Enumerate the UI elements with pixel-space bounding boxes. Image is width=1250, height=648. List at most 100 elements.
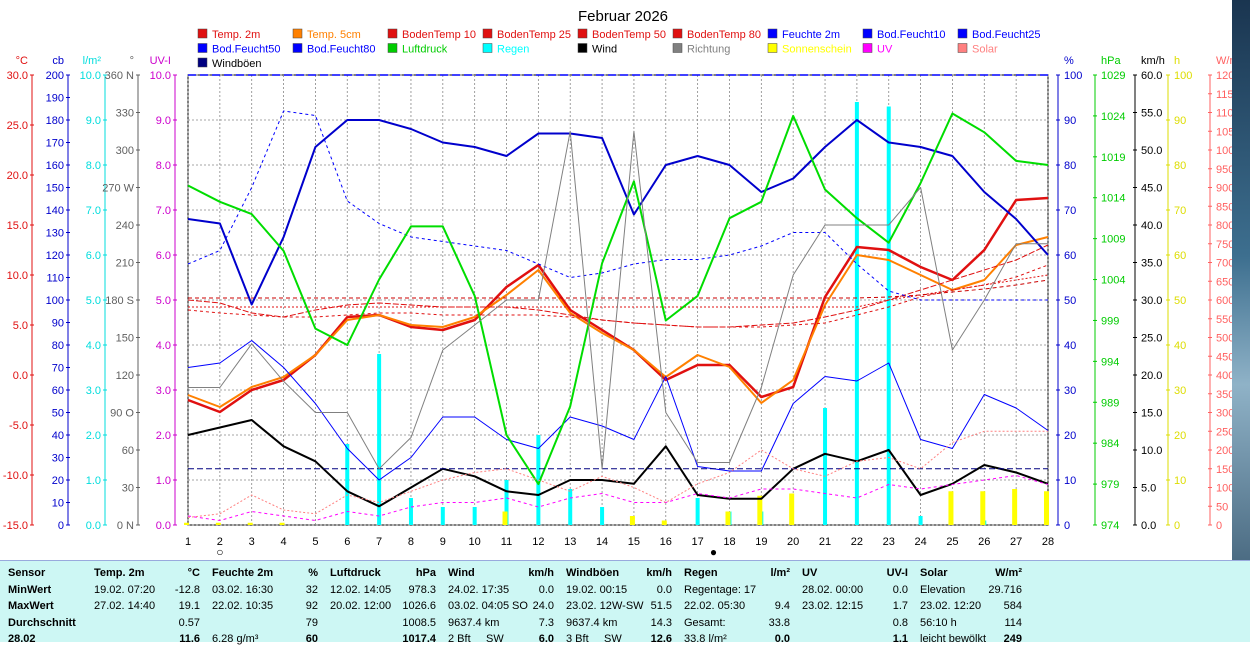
stats-regen-total-label: Gesamt:: [684, 616, 726, 629]
stats-label-max: MaxWert: [8, 600, 54, 612]
axis-tick-label: 25.0: [7, 120, 28, 132]
axis-tick-label: 120: [46, 250, 64, 262]
legend-swatch: [292, 28, 303, 39]
axis-tick-label: 5.0: [1141, 483, 1156, 495]
axis-tick-label: 150: [46, 183, 64, 195]
x-tick-label: 15: [628, 536, 640, 548]
sonne-bar: [661, 520, 667, 525]
legend-swatch: [197, 28, 208, 39]
axis-tick-label: 100: [46, 295, 64, 307]
axis-tick-label: 150: [116, 333, 134, 345]
axis-title: °C: [16, 55, 28, 67]
axis-tick-label: 1.0: [86, 475, 101, 487]
stats-feuchte-min: 32: [305, 583, 318, 596]
legend-label: BodenTemp 80: [687, 29, 761, 41]
legend-swatch: [577, 43, 588, 53]
legend-label: Solar: [972, 44, 998, 56]
axis-tick-label: 55.0: [1141, 108, 1162, 120]
axis-tick-label: 70: [1064, 205, 1076, 217]
axis-tick-label: 30.0: [1141, 295, 1162, 307]
stats-boen-col: Windböen km/h 19.02. 00:15 0.0 23.02. 12 W-…: [566, 565, 672, 648]
axis-tick-label: 800: [1216, 220, 1234, 232]
stats-label-avg: Durchschnitt: [8, 616, 76, 629]
axis-tick-label: 1024: [1101, 111, 1125, 123]
axis-tick-label: 900: [1216, 183, 1234, 195]
x-tick-label: 4: [280, 536, 286, 548]
x-tick-label: 21: [819, 536, 831, 548]
legend-label: Temp. 5cm: [307, 29, 361, 41]
stats-regen-col: Regen l/m² Regentage: 17 22.02. 05:30 9.4 …: [684, 565, 790, 648]
stats-druck-unit: hPa: [415, 567, 436, 579]
regen-bar: [854, 102, 859, 525]
stats-druck-min: 978.3: [408, 583, 436, 596]
stats-uv-col: UV UV-I 28.02. 00:00 0.0 23.02. 12:15 1.7 0…: [802, 565, 908, 648]
axis-tick-label: 700: [1216, 258, 1234, 270]
axis-tick-label: 250: [1216, 426, 1234, 438]
x-tick-label: 22: [851, 536, 863, 548]
stats-boen-max-time: 23.02. 12: [566, 600, 612, 612]
x-tick-label: 10: [469, 536, 481, 548]
stats-solar-elevation: 29.716: [988, 583, 1022, 596]
axis-tick-label: 80: [52, 340, 64, 352]
axis-tick-label: 200: [1216, 445, 1234, 457]
stats-wind-header: Wind: [448, 567, 475, 579]
axis-tick-label: 0.0: [13, 370, 28, 382]
stats-temp-avg: 0.57: [178, 616, 200, 629]
axis-tick-label: 0: [1216, 520, 1222, 532]
axis-tick-label: 50: [52, 408, 64, 420]
stats-wind-min: 0.0: [538, 583, 554, 596]
axis-tick-label: 160: [46, 160, 64, 172]
chart-svg: Februar 2026 Temp. 2m Temp. 5cm BodenTemp 1…: [3, 8, 1243, 559]
stats-boen-avg: 14.3: [650, 616, 672, 629]
stats-druck-col: Luftdruck hPa 12.02. 14:05 978.3 20.02. 12…: [330, 565, 436, 648]
stats-solar-avg: 114: [1004, 616, 1022, 629]
chart-title: Februar 2026: [578, 8, 668, 25]
stats-label-date: 28.02: [8, 633, 36, 645]
stats-panel: Sensor MinWert MaxWert Durchschnitt 28.0…: [0, 560, 1250, 645]
axis-tick-label: 40.0: [1141, 220, 1162, 232]
x-tick-label: 28: [1042, 536, 1054, 548]
regen-bar: [504, 480, 509, 525]
axis-tick-label: -10.0: [3, 470, 28, 482]
stats-feuchte-min-time: 03.02. 16:30: [212, 583, 274, 596]
axis-tick-label: 10.0: [150, 70, 171, 82]
legend-label: Temp. 2m: [212, 29, 260, 41]
regen-bar: [695, 498, 700, 525]
axis-tick-label: 10: [1174, 475, 1186, 487]
x-tick-label: 27: [1010, 536, 1022, 548]
stats-solar-day: 249: [1003, 633, 1022, 645]
axis-tick-label: -5.0: [9, 420, 28, 432]
axis-tick-label: 20: [1064, 430, 1076, 442]
axis-tick-label: 1.0: [156, 475, 171, 487]
stats-feuchte-abs: 6.28 g/m³: [212, 633, 259, 645]
axis-title: cb: [52, 55, 64, 67]
stats-uv-max: 1.7: [892, 600, 908, 612]
axis-tick-label: 100: [1064, 70, 1082, 82]
stats-boen-unit: km/h: [646, 567, 672, 579]
stats-temp-unit: °C: [187, 567, 200, 579]
stats-boen-max: 51.5: [650, 600, 672, 612]
axis-tick-label: 994: [1101, 356, 1119, 368]
axis-tick-label: 25.0: [1141, 333, 1162, 345]
legend-label: BodenTemp 10: [402, 29, 476, 41]
axis-tick-label: 20.0: [7, 170, 28, 182]
axis-tick-label: 210: [116, 258, 134, 270]
axis-tick-label: 9.0: [86, 115, 101, 127]
axis-tick-label: 600: [1216, 295, 1234, 307]
stats-uv-unit: UV-I: [886, 567, 908, 579]
axis-tick-label: 20.0: [1141, 370, 1162, 382]
stats-solar-elevation-label: Elevation: [920, 583, 966, 596]
regen-bar: [568, 489, 573, 525]
stats-boen-dir: SW: [604, 633, 622, 645]
x-tick-label: 12: [532, 536, 544, 548]
regen-bar: [472, 507, 477, 525]
axis-tick-label: 850: [1216, 201, 1234, 213]
sonne-bar: [502, 511, 508, 525]
x-tick-label: 1: [185, 536, 191, 548]
axis-tick-label: 0.0: [86, 520, 101, 532]
axis-tick-label: 170: [46, 138, 64, 150]
stats-uv-max-time: 23.02. 12:15: [802, 600, 864, 612]
wind-line: [187, 419, 1049, 508]
axis-tick-label: 1029: [1101, 70, 1125, 82]
stats-wind-max-dir: SO: [512, 600, 528, 612]
